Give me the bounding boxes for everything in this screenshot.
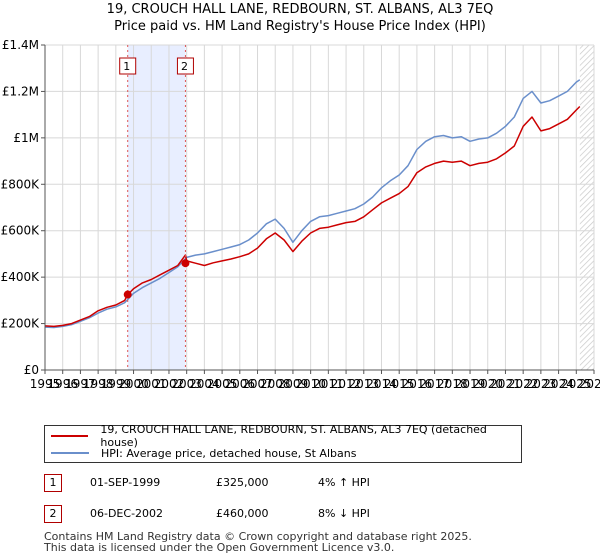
x-tick-label: 2005 xyxy=(207,377,238,391)
y-tick-label: £200K xyxy=(1,317,41,331)
legend: 19, CROUCH HALL LANE, REDBOURN, ST. ALBA… xyxy=(44,423,522,463)
x-tick-label: 2015 xyxy=(384,377,415,391)
x-tick-label: 2023 xyxy=(526,377,557,391)
x-tick-label: 2013 xyxy=(349,377,380,391)
sale-point xyxy=(181,259,190,268)
legend-item-property: 19, CROUCH HALL LANE, REDBOURN, ST. ALBA… xyxy=(51,423,521,449)
transaction-hpi-change: 4% ↑ HPI xyxy=(318,476,370,489)
x-tick-label: 2024 xyxy=(543,377,574,391)
legend-property-label: 19, CROUCH HALL LANE, REDBOURN, ST. ALBA… xyxy=(100,423,487,449)
x-tick-label: 2020 xyxy=(472,377,503,391)
sale-number-box xyxy=(176,57,194,75)
x-tick-label: 1996 xyxy=(47,377,78,391)
highlight-band xyxy=(127,45,186,370)
footer-copyright: Contains HM Land Registry data © Crown c… xyxy=(44,530,472,543)
chart-subtitle: Price paid vs. HM Land Registry's House … xyxy=(114,19,486,34)
sale-number-label: 1 xyxy=(123,60,130,73)
x-tick-label: 1999 xyxy=(101,377,132,391)
x-tick-label: 1997 xyxy=(65,377,96,391)
x-tick-label: 1998 xyxy=(83,377,114,391)
x-tick-label: 2026 xyxy=(579,377,600,391)
x-tick-label: 2003 xyxy=(171,377,202,391)
x-tick-label: 2014 xyxy=(366,377,397,391)
x-tick-label: 2011 xyxy=(313,377,344,391)
x-tick-label: 1995 xyxy=(30,377,61,391)
x-tick-label: 2007 xyxy=(242,377,273,391)
x-tick-label: 2002 xyxy=(154,377,185,391)
y-tick-label: £0 xyxy=(24,363,39,377)
footer-licence: This data is licensed under the Open Gov… xyxy=(44,541,395,554)
x-tick-label: 2008 xyxy=(260,377,291,391)
y-tick-label: £800K xyxy=(1,177,41,191)
property-price-line xyxy=(44,105,581,328)
x-tick-label: 2004 xyxy=(189,377,220,391)
x-tick-label: 2006 xyxy=(225,377,256,391)
y-tick-label: £1.4M xyxy=(2,38,39,52)
hpi-line-swatch xyxy=(51,452,89,454)
x-tick-label: 2022 xyxy=(508,377,539,391)
y-tick-label: £400K xyxy=(1,270,41,284)
footer: Contains HM Land Registry data © Crown c… xyxy=(44,531,472,553)
y-tick-label: £600K xyxy=(1,224,41,238)
transaction-price: £460,000 xyxy=(216,507,269,520)
transaction-number-badge: 1 xyxy=(44,474,62,492)
transaction-row: 2 06-DEC-2002 £460,000 8% ↓ HPI xyxy=(0,505,600,525)
hpi-line xyxy=(44,79,581,329)
sale-number-label: 2 xyxy=(181,60,188,73)
transaction-number-badge: 2 xyxy=(44,505,62,523)
transaction-date: 06-DEC-2002 xyxy=(90,507,164,520)
x-tick-label: 2025 xyxy=(561,377,592,391)
x-tick-label: 2009 xyxy=(278,377,309,391)
x-tick-label: 2001 xyxy=(136,377,167,391)
sale-number-box xyxy=(119,57,137,75)
x-tick-label: 2019 xyxy=(455,377,486,391)
x-tick-label: 2018 xyxy=(437,377,468,391)
chart-title: 19, CROUCH HALL LANE, REDBOURN, ST. ALBA… xyxy=(106,2,494,17)
x-tick-label: 2021 xyxy=(490,377,521,391)
legend-item-hpi: HPI: Average price, detached house, St A… xyxy=(51,445,356,461)
x-tick-label: 2010 xyxy=(295,377,326,391)
y-tick-label: £1.2M xyxy=(2,84,39,98)
transaction-date: 01-SEP-1999 xyxy=(90,476,161,489)
price-chart: 1 2 £0 £200K £400K £600K £800K £1M £1.2M £1.4M 19… xyxy=(1,38,600,391)
x-tick-label: 2000 xyxy=(118,377,149,391)
legend-hpi-label: HPI: Average price, detached house, St A… xyxy=(101,446,357,460)
sale-point xyxy=(123,290,132,299)
x-tick-label: 2017 xyxy=(419,377,450,391)
y-tick-label: £1M xyxy=(13,131,39,145)
property-line-swatch xyxy=(51,435,89,437)
future-hatch-region xyxy=(579,45,594,370)
transaction-row: 1 01-SEP-1999 £325,000 4% ↑ HPI xyxy=(0,474,600,494)
x-tick-label: 2012 xyxy=(331,377,362,391)
transaction-price: £325,000 xyxy=(216,476,269,489)
x-tick-label: 2016 xyxy=(402,377,433,391)
transaction-hpi-change: 8% ↓ HPI xyxy=(318,507,370,520)
